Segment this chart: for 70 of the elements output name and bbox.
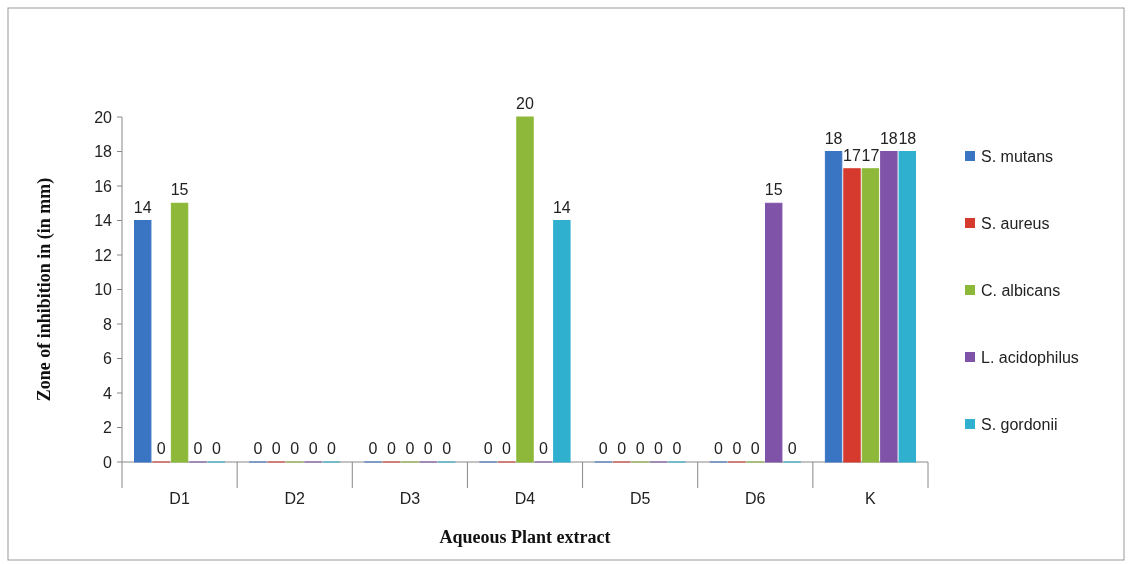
legend-label: S. gordonii	[981, 415, 1058, 433]
legend-label: S. aureus	[981, 214, 1050, 232]
data-label: 0	[368, 440, 378, 457]
y-tick-label: 14	[94, 212, 113, 230]
data-label: 14	[552, 198, 571, 216]
data-label: 0	[787, 440, 797, 457]
x-axis-title: Aqueous Plant extract	[439, 527, 611, 547]
data-label: 15	[764, 181, 783, 199]
y-tick-label: 4	[103, 384, 113, 402]
data-label: 15	[170, 181, 189, 199]
data-label: 0	[211, 440, 221, 457]
data-label: 0	[732, 440, 742, 457]
data-label: 0	[308, 440, 318, 457]
data-label: 0	[672, 440, 682, 457]
y-axis-title: Zone of inhibition in (in mm)	[34, 177, 55, 402]
y-tick-label: 8	[103, 315, 113, 333]
bar	[170, 202, 189, 463]
y-tick-label: 0	[103, 453, 113, 471]
x-tick-label: D3	[399, 490, 421, 507]
bar	[880, 151, 898, 463]
legend-label: L. acidophilus	[981, 348, 1079, 366]
y-tick-label: 2	[103, 419, 113, 437]
data-label: 0	[617, 440, 627, 457]
y-tick-label: 20	[94, 108, 113, 126]
y-tick-label: 12	[94, 246, 113, 264]
y-tick-label: 10	[94, 281, 113, 299]
data-label: 20	[516, 95, 534, 112]
data-label: 0	[290, 440, 300, 457]
data-label: 0	[327, 440, 337, 457]
y-tick-label: 18	[94, 143, 113, 161]
data-label: 0	[502, 440, 512, 457]
bar	[553, 220, 571, 463]
x-tick-label: K	[865, 490, 877, 507]
data-label: 0	[405, 440, 415, 457]
data-label: 0	[750, 440, 760, 457]
data-label: 0	[538, 440, 548, 457]
bar	[861, 168, 880, 463]
data-label: 0	[713, 440, 723, 457]
data-label: 0	[386, 440, 396, 457]
bar	[824, 151, 843, 463]
data-label: 0	[483, 440, 493, 457]
data-label: 0	[156, 440, 166, 457]
bar	[843, 168, 861, 463]
data-label: 0	[442, 440, 452, 457]
legend-label: C. albicans	[981, 281, 1061, 299]
y-tick-label: 6	[103, 350, 113, 368]
data-label: 18	[879, 129, 898, 147]
x-tick-label: D1	[169, 490, 190, 507]
data-label: 0	[423, 440, 433, 457]
legend-label: S. mutans	[981, 147, 1054, 165]
data-label: 0	[193, 440, 203, 457]
bar	[516, 116, 534, 463]
x-tick-label: D4	[514, 490, 536, 507]
data-label: 17	[861, 146, 880, 164]
data-label: 0	[654, 440, 664, 457]
bar	[898, 151, 916, 463]
y-tick-label: 16	[94, 177, 113, 195]
data-label: 18	[898, 129, 917, 147]
data-label: 0	[598, 440, 608, 457]
data-label: 17	[843, 146, 862, 164]
data-label: 0	[253, 440, 263, 457]
data-label: 18	[824, 129, 843, 147]
data-label: 14	[133, 198, 152, 216]
bar	[765, 202, 783, 463]
data-label: 0	[271, 440, 281, 457]
data-label: 0	[635, 440, 645, 457]
x-tick-label: D6	[745, 490, 766, 507]
x-tick-label: D2	[284, 490, 306, 507]
bar	[134, 220, 152, 463]
x-tick-label: D5	[629, 490, 651, 507]
